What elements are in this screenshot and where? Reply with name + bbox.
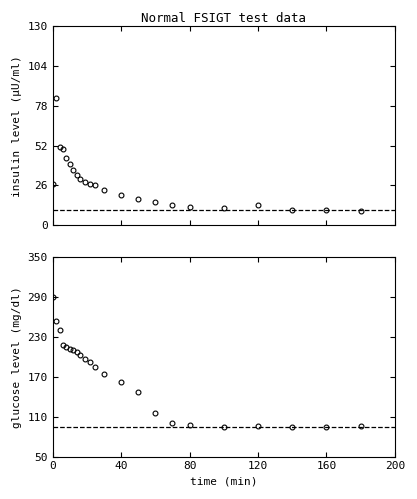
Y-axis label: glucose level (mg/dl): glucose level (mg/dl): [12, 286, 22, 428]
X-axis label: time (min): time (min): [190, 477, 258, 487]
Y-axis label: insulin level (μU/ml): insulin level (μU/ml): [12, 55, 22, 197]
Title: Normal FSIGT test data: Normal FSIGT test data: [141, 12, 306, 25]
